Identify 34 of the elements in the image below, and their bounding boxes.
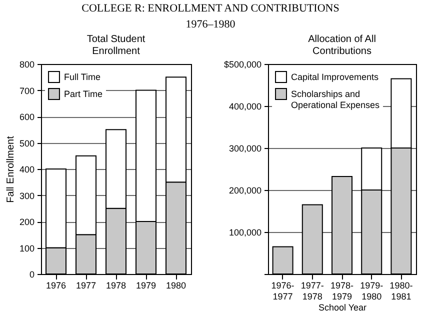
- y-tick-label: 300: [19, 190, 34, 201]
- legend-label: Full Time: [64, 72, 101, 82]
- text: 1976–1980: [186, 18, 236, 30]
- x-tick-label: 1979: [136, 280, 156, 290]
- y-tick-label: 600: [19, 112, 34, 122]
- y-tick-label: 0: [29, 270, 34, 280]
- y-tick-label: 200: [19, 217, 34, 227]
- x-tick-label: 1976: [46, 280, 66, 290]
- y-tick-label: 700: [19, 86, 34, 96]
- y-tick-label: 200,000: [228, 186, 262, 196]
- legend-label: Scholarships and Operational Expenses: [291, 89, 380, 110]
- legend-label: Part Time: [64, 89, 103, 99]
- y-tick-label: 100: [19, 243, 34, 254]
- y-tick-label: 800: [19, 60, 34, 70]
- x-tick-label: 1978-1979: [330, 280, 354, 302]
- x-tick-label: 1980-1981: [390, 280, 413, 302]
- y-tick-label: 400: [19, 164, 34, 174]
- y-tick-label: 500: [19, 138, 34, 148]
- x-tick-label: 1979-1980: [360, 280, 384, 302]
- y-tick-label: 100,000: [228, 228, 262, 238]
- y-tick-label: $500,000: [224, 60, 262, 70]
- y-tick-label: 300,000: [228, 144, 262, 154]
- text: COLLEGE R: ENROLLMENT AND CONTRIBUTIONS: [82, 2, 340, 14]
- y-axis-title: Fall Enrollment: [5, 136, 16, 203]
- x-tick-label: 1977-1978: [300, 280, 324, 302]
- x-tick-label: 1980: [166, 280, 186, 290]
- x-tick-label: 1977: [76, 280, 96, 290]
- y-tick-label: 400,000: [228, 102, 262, 112]
- x-axis-title: School Year: [318, 302, 367, 312]
- legend-label: Capital Improvements: [291, 72, 380, 82]
- x-tick-label: 1976-1977: [271, 280, 294, 302]
- x-tick-label: 1978: [106, 280, 126, 290]
- chart-title: Total Student Enrollment: [86, 34, 146, 57]
- chart-title: Allocation of All Contributions: [308, 34, 376, 57]
